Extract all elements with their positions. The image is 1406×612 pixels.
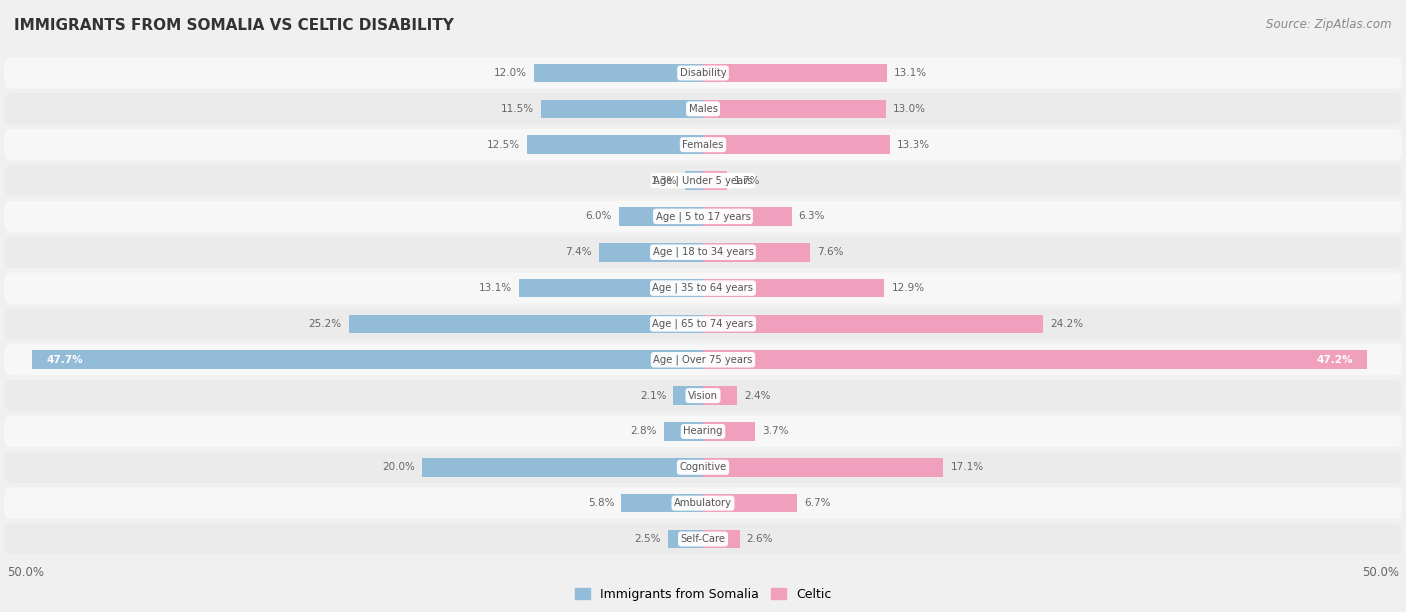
Bar xyxy=(619,207,703,226)
Text: 24.2%: 24.2% xyxy=(1050,319,1084,329)
Bar xyxy=(703,207,792,226)
Bar xyxy=(703,171,727,190)
Bar xyxy=(668,529,703,548)
Text: 6.7%: 6.7% xyxy=(804,498,831,508)
Text: Males: Males xyxy=(689,104,717,114)
Bar xyxy=(703,315,1043,334)
Text: Age | Over 75 years: Age | Over 75 years xyxy=(654,354,752,365)
Bar xyxy=(32,351,703,369)
Bar xyxy=(621,494,703,512)
Text: 1.3%: 1.3% xyxy=(651,176,678,185)
Bar xyxy=(703,458,943,477)
FancyBboxPatch shape xyxy=(4,523,1402,554)
Text: 2.8%: 2.8% xyxy=(630,427,657,436)
Text: 13.3%: 13.3% xyxy=(897,140,931,150)
Bar xyxy=(703,386,737,405)
Bar xyxy=(541,100,703,118)
Text: 2.4%: 2.4% xyxy=(744,390,770,401)
Text: 6.0%: 6.0% xyxy=(585,211,612,222)
Bar xyxy=(703,64,887,83)
Text: Age | Under 5 years: Age | Under 5 years xyxy=(654,175,752,186)
Text: Age | 35 to 64 years: Age | 35 to 64 years xyxy=(652,283,754,293)
Text: Age | 5 to 17 years: Age | 5 to 17 years xyxy=(655,211,751,222)
FancyBboxPatch shape xyxy=(4,488,1402,519)
Text: 50.0%: 50.0% xyxy=(1362,565,1399,579)
FancyBboxPatch shape xyxy=(4,380,1402,411)
Text: Hearing: Hearing xyxy=(683,427,723,436)
Bar xyxy=(703,100,886,118)
Text: Age | 18 to 34 years: Age | 18 to 34 years xyxy=(652,247,754,258)
Text: Vision: Vision xyxy=(688,390,718,401)
Text: 2.1%: 2.1% xyxy=(640,390,666,401)
Text: 13.1%: 13.1% xyxy=(894,68,928,78)
Text: 12.9%: 12.9% xyxy=(891,283,925,293)
Text: 5.8%: 5.8% xyxy=(588,498,614,508)
Text: 11.5%: 11.5% xyxy=(501,104,534,114)
Bar xyxy=(703,351,1367,369)
Text: 50.0%: 50.0% xyxy=(7,565,44,579)
FancyBboxPatch shape xyxy=(4,165,1402,196)
Text: 17.1%: 17.1% xyxy=(950,462,984,472)
FancyBboxPatch shape xyxy=(4,237,1402,268)
FancyBboxPatch shape xyxy=(4,308,1402,340)
Bar xyxy=(422,458,703,477)
Text: Source: ZipAtlas.com: Source: ZipAtlas.com xyxy=(1267,18,1392,31)
Text: 47.2%: 47.2% xyxy=(1316,355,1353,365)
Bar xyxy=(664,422,703,441)
Bar xyxy=(703,243,810,261)
Bar xyxy=(534,64,703,83)
FancyBboxPatch shape xyxy=(4,344,1402,375)
Text: 7.4%: 7.4% xyxy=(565,247,592,257)
Bar xyxy=(527,135,703,154)
Text: Age | 65 to 74 years: Age | 65 to 74 years xyxy=(652,319,754,329)
Text: 13.1%: 13.1% xyxy=(478,283,512,293)
Text: Disability: Disability xyxy=(679,68,727,78)
FancyBboxPatch shape xyxy=(4,201,1402,232)
Bar xyxy=(703,529,740,548)
Bar xyxy=(599,243,703,261)
Bar xyxy=(703,278,884,297)
Text: Females: Females xyxy=(682,140,724,150)
FancyBboxPatch shape xyxy=(4,58,1402,89)
Text: 25.2%: 25.2% xyxy=(308,319,342,329)
Text: 20.0%: 20.0% xyxy=(382,462,415,472)
FancyBboxPatch shape xyxy=(4,129,1402,160)
Text: 3.7%: 3.7% xyxy=(762,427,789,436)
Bar xyxy=(349,315,703,334)
Text: Self-Care: Self-Care xyxy=(681,534,725,544)
Text: 12.5%: 12.5% xyxy=(486,140,520,150)
FancyBboxPatch shape xyxy=(4,452,1402,483)
Bar xyxy=(519,278,703,297)
Text: 47.7%: 47.7% xyxy=(46,355,83,365)
Bar xyxy=(703,494,797,512)
FancyBboxPatch shape xyxy=(4,416,1402,447)
FancyBboxPatch shape xyxy=(4,93,1402,124)
Text: 2.6%: 2.6% xyxy=(747,534,773,544)
Text: 13.0%: 13.0% xyxy=(893,104,925,114)
Legend: Immigrants from Somalia, Celtic: Immigrants from Somalia, Celtic xyxy=(569,583,837,606)
Bar xyxy=(673,386,703,405)
Text: 1.7%: 1.7% xyxy=(734,176,761,185)
Text: 12.0%: 12.0% xyxy=(495,68,527,78)
Text: Cognitive: Cognitive xyxy=(679,462,727,472)
Bar xyxy=(703,422,755,441)
Text: IMMIGRANTS FROM SOMALIA VS CELTIC DISABILITY: IMMIGRANTS FROM SOMALIA VS CELTIC DISABI… xyxy=(14,18,454,34)
Text: Ambulatory: Ambulatory xyxy=(673,498,733,508)
Bar xyxy=(685,171,703,190)
FancyBboxPatch shape xyxy=(4,272,1402,304)
Text: 2.5%: 2.5% xyxy=(634,534,661,544)
Bar xyxy=(703,135,890,154)
Text: 7.6%: 7.6% xyxy=(817,247,844,257)
Text: 6.3%: 6.3% xyxy=(799,211,825,222)
